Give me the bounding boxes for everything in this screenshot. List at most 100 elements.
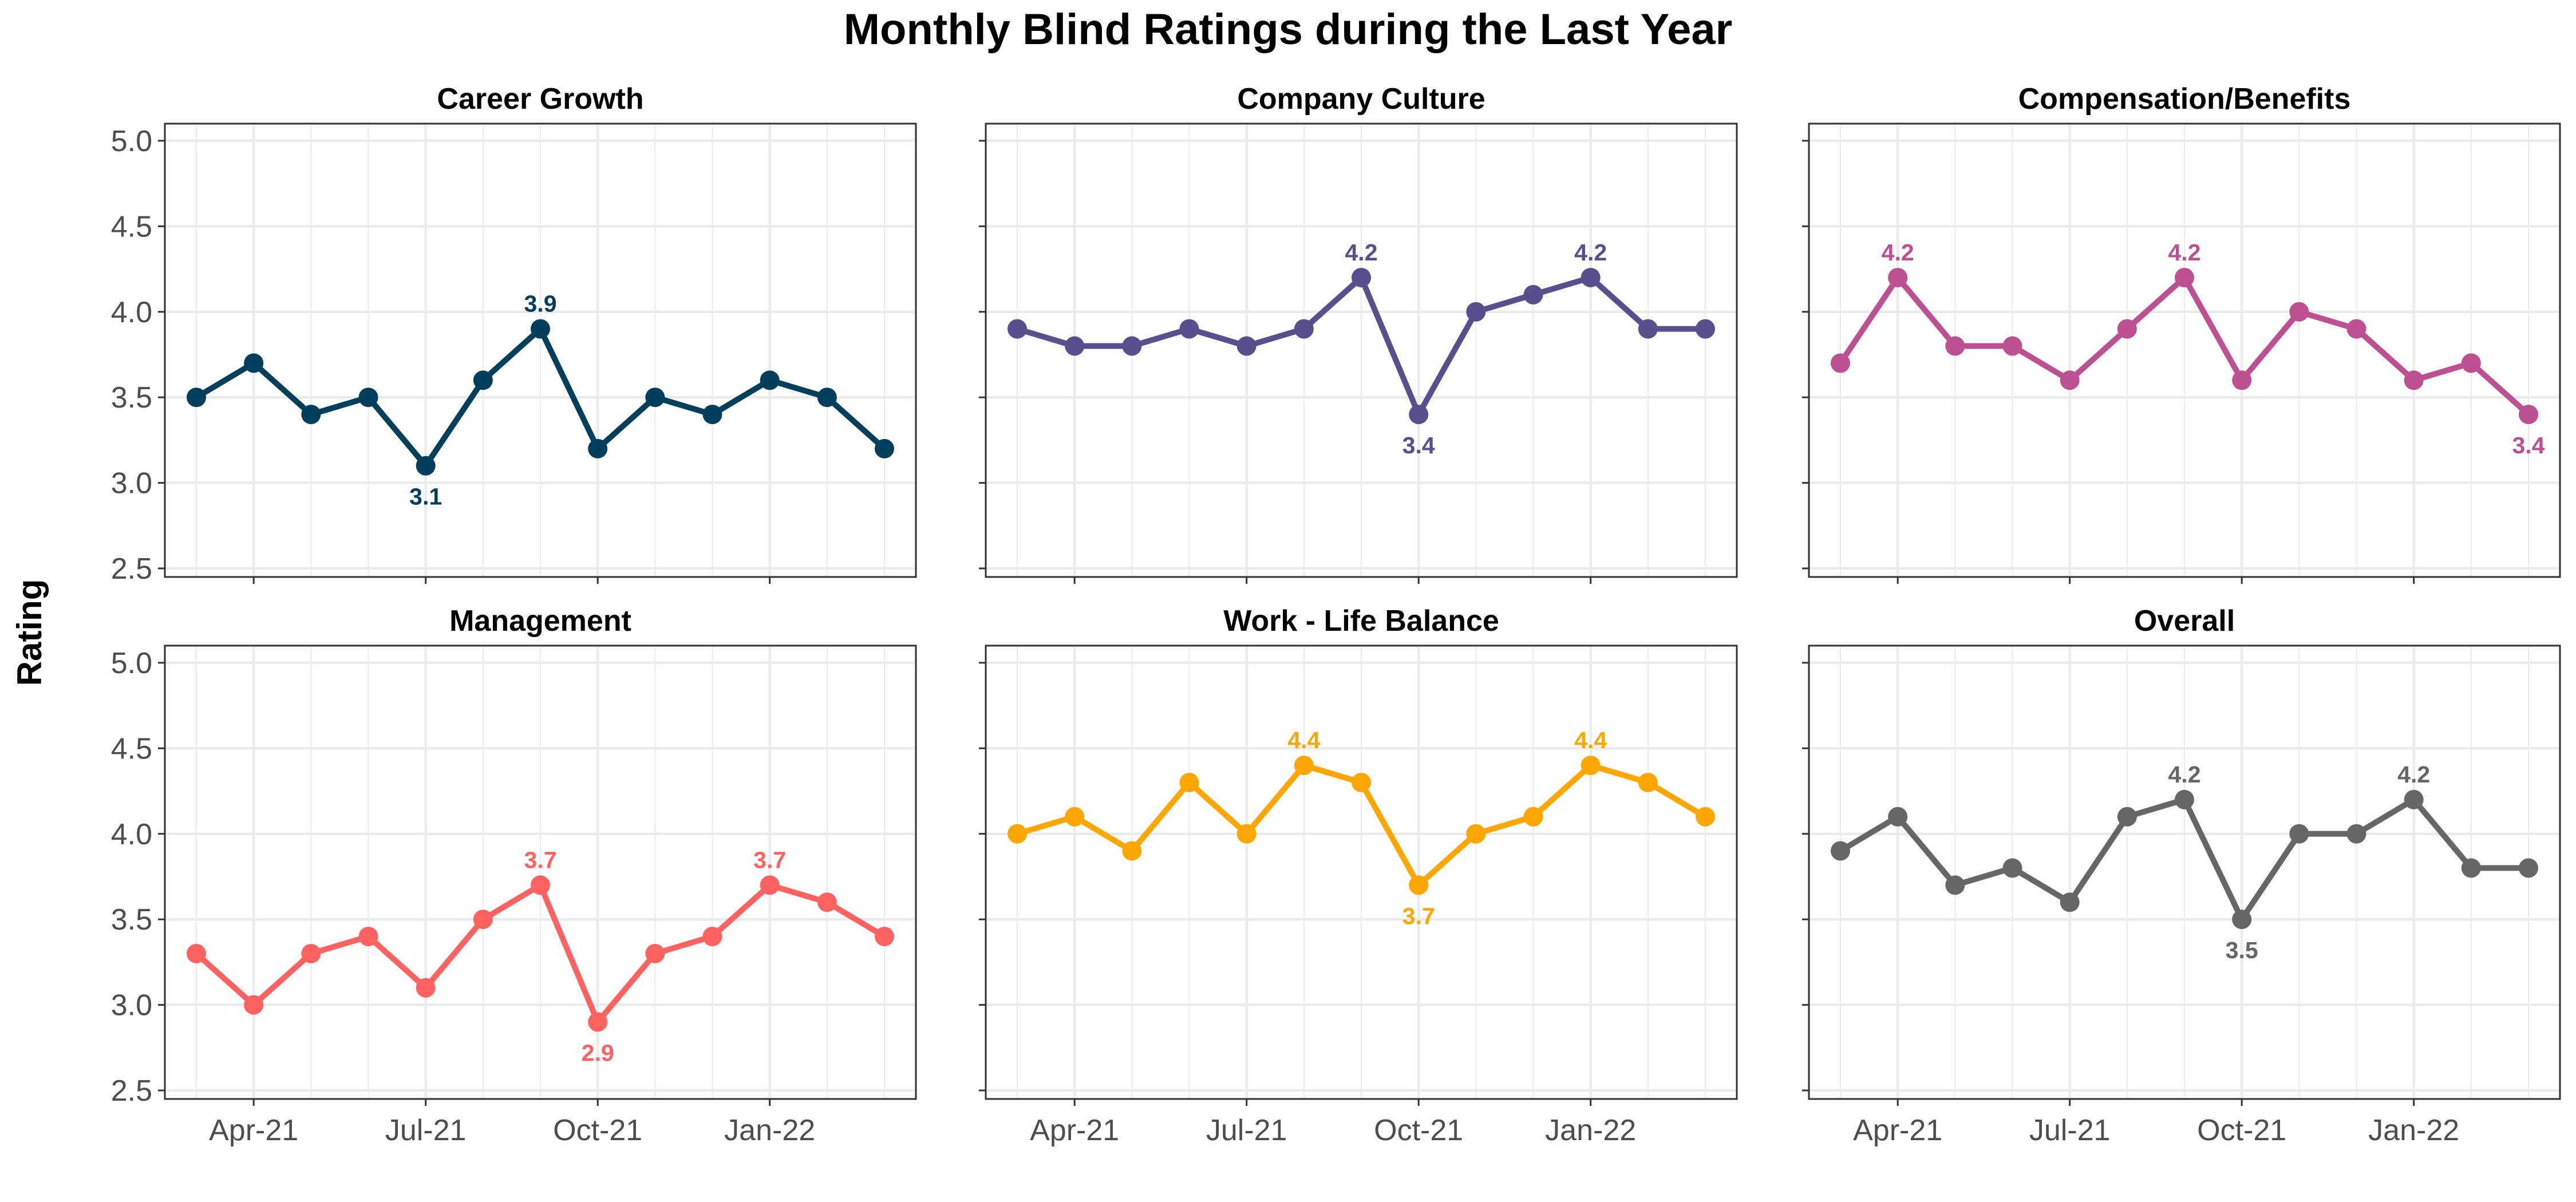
- data-point: [531, 319, 550, 339]
- panel-title: Company Culture: [1237, 82, 1485, 116]
- data-point: [1352, 267, 1371, 287]
- data-point: [1065, 336, 1085, 356]
- x-tick-label: Oct-21: [1374, 1114, 1463, 1147]
- data-point: [1236, 824, 1257, 844]
- data-point: [1466, 302, 1486, 322]
- panel-title: Compensation/Benefits: [2018, 82, 2351, 116]
- data-label: 3.7: [1402, 903, 1435, 929]
- data-point: [2404, 370, 2424, 390]
- data-point: [1831, 353, 1850, 373]
- data-point: [1696, 806, 1715, 827]
- x-tick-label: Jul-21: [1206, 1114, 1287, 1147]
- data-point: [2519, 858, 2538, 878]
- panel-title: Career Growth: [437, 82, 643, 116]
- y-tick-label: 4.5: [111, 732, 152, 765]
- data-point: [2117, 319, 2137, 339]
- data-point: [1696, 319, 1715, 339]
- data-point: [1294, 319, 1314, 339]
- data-point: [588, 438, 608, 458]
- data-point: [760, 875, 780, 895]
- data-label: 4.2: [2168, 239, 2201, 266]
- data-point: [2060, 892, 2080, 912]
- y-tick-label: 4.5: [111, 210, 152, 243]
- data-point: [1236, 336, 1257, 356]
- data-point: [1294, 756, 1314, 776]
- x-tick-label: Apr-21: [1030, 1114, 1119, 1147]
- data-point: [1581, 267, 1601, 287]
- data-point: [416, 456, 436, 476]
- data-point: [817, 388, 837, 408]
- data-point: [2232, 370, 2252, 390]
- y-tick-label: 2.5: [111, 552, 152, 586]
- data-point: [2346, 319, 2366, 339]
- data-point: [301, 943, 321, 963]
- data-point: [1179, 319, 1199, 339]
- data-point: [1352, 773, 1371, 793]
- data-label: 4.4: [1574, 727, 1607, 753]
- data-point: [2175, 789, 2194, 809]
- data-point: [1638, 773, 1658, 793]
- data-point: [1409, 405, 1429, 425]
- data-label: 3.5: [2226, 937, 2258, 963]
- panel-border: [985, 645, 1738, 1100]
- data-point: [301, 405, 321, 425]
- data-point: [1065, 806, 1085, 827]
- data-point: [416, 978, 436, 998]
- data-point: [645, 388, 665, 408]
- data-point: [187, 388, 206, 408]
- data-point: [1945, 875, 1965, 895]
- chart-title: Monthly Blind Ratings during the Last Ye…: [843, 5, 1733, 54]
- data-point: [473, 910, 493, 930]
- x-tick-label: Oct-21: [553, 1114, 642, 1147]
- data-label: 4.2: [1345, 239, 1378, 266]
- panel-border: [1808, 122, 2561, 578]
- facet-panel-work-life-balance: Work - Life Balance Apr-21 Jul-21 Oct-21 Jan…: [979, 604, 1738, 1147]
- data-point: [1179, 773, 1199, 793]
- data-point: [2404, 789, 2424, 809]
- data-point: [2289, 824, 2309, 844]
- data-point: [1409, 875, 1429, 895]
- data-label: 4.2: [2168, 761, 2201, 788]
- panel-border: [985, 122, 1738, 578]
- data-point: [244, 995, 264, 1015]
- y-tick-label: 5.0: [111, 647, 152, 680]
- data-point: [760, 370, 780, 390]
- data-label: 3.7: [753, 847, 786, 873]
- data-point: [1523, 806, 1543, 827]
- data-point: [473, 370, 493, 390]
- panel-title: Overall: [2134, 604, 2235, 638]
- data-point: [2519, 405, 2538, 425]
- data-point: [2002, 336, 2022, 356]
- data-point: [187, 943, 206, 963]
- x-tick-label: Jul-21: [2029, 1114, 2111, 1147]
- data-point: [358, 388, 378, 408]
- data-point: [1466, 824, 1486, 844]
- data-point: [2175, 267, 2194, 287]
- x-tick-label: Apr-21: [1853, 1114, 1942, 1147]
- y-tick-label: 4.0: [111, 296, 152, 329]
- panels-layer: Career Growth 2.5 3.0 3.5 4.0 4.5 5.0 3.1 3.9 Com…: [111, 82, 2561, 1147]
- data-point: [1008, 824, 1027, 844]
- data-point: [2289, 302, 2309, 322]
- data-label: 4.2: [2397, 761, 2430, 788]
- data-point: [1581, 756, 1601, 776]
- x-tick-label: Jan-22: [724, 1114, 815, 1147]
- y-tick-label: 3.0: [111, 467, 152, 500]
- y-tick-label: 4.0: [111, 818, 152, 851]
- panel-border: [164, 122, 917, 578]
- y-tick-label: 5.0: [111, 125, 152, 158]
- data-point: [2461, 353, 2481, 373]
- data-point: [2232, 910, 2252, 930]
- data-point: [1831, 841, 1850, 861]
- y-axis-title: Rating: [10, 579, 49, 686]
- y-tick-label: 2.5: [111, 1074, 152, 1108]
- data-point: [1888, 267, 1908, 287]
- facet-panel-career-growth: Career Growth 2.5 3.0 3.5 4.0 4.5 5.0 3.1 3.9: [111, 82, 917, 586]
- data-label: 4.2: [1574, 239, 1607, 266]
- data-point: [2346, 824, 2366, 844]
- data-point: [358, 927, 378, 947]
- data-point: [645, 943, 665, 963]
- data-point: [2117, 806, 2137, 827]
- data-point: [817, 892, 837, 912]
